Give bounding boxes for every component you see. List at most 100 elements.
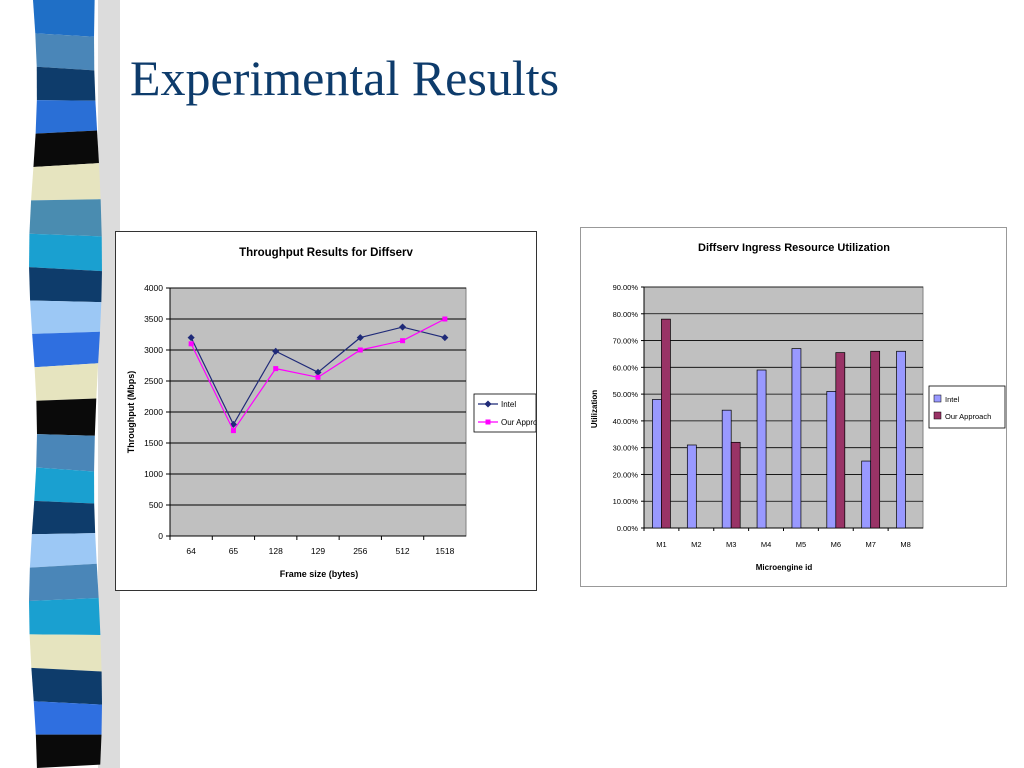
y-tick-label: 30.00% [613,444,639,453]
x-tick-label: 129 [311,546,325,556]
bar-our-approach [870,350,881,529]
bar-intel [826,391,837,529]
x-tick-label: M2 [691,540,701,549]
legend: Intel Our Approach [928,385,1006,429]
bar-intel [756,369,767,529]
y-tick-label: 4000 [144,283,163,293]
y-tick-label: 1500 [144,438,163,448]
y-tick-label: 2500 [144,376,163,386]
data-point-our-approach [442,316,448,322]
stripe-band [35,734,102,768]
x-tick-label: 1518 [435,546,454,556]
y-tick-label: 0 [158,531,163,541]
stripe-band [29,598,101,636]
legend-swatch-intel [933,394,942,403]
y-tick-label: 70.00% [613,337,639,346]
legend-box [473,393,536,433]
y-tick-label: 40.00% [613,417,639,426]
x-axis-title: Frame size (bytes) [280,569,359,579]
data-point-our-approach [315,374,321,380]
x-tick-label: M1 [656,540,666,549]
y-tick-label: 500 [149,500,163,510]
stripe-band [31,163,101,201]
stripe-band [30,300,102,334]
x-tick-label: M7 [865,540,875,549]
x-tick-label: M5 [796,540,806,549]
data-point-our-approach [357,347,363,353]
bar-intel [686,444,697,529]
y-tick-label: 10.00% [613,497,639,506]
bar-our-approach [835,352,846,529]
data-point-our-approach [400,338,406,344]
stripe-band [35,100,98,134]
stripe-band [33,0,95,37]
x-axis-title: Microengine id [756,563,813,572]
stripe-band [31,500,96,535]
legend-label-our-approach: Our Approach [501,418,536,427]
bar-intel [861,460,872,529]
stripe-left-margin [0,0,32,768]
y-tick-label: 80.00% [613,310,639,319]
y-tick-label: 60.00% [613,363,639,372]
chart-title: Diffserv Ingress Resource Utilization [698,242,890,254]
stripe-band [34,363,99,401]
plot-area [643,286,924,529]
data-point-intel [399,323,407,331]
x-tick-label: M6 [831,540,841,549]
x-tick-label: M4 [761,540,771,549]
stripe-band [33,701,102,735]
bar-our-approach [730,441,741,529]
slide-title: Experimental Results [130,50,560,106]
y-tick-label: 3500 [144,314,163,324]
x-tick-label: 64 [186,546,196,556]
y-tick-label: 20.00% [613,470,639,479]
stripe-band [29,199,102,237]
stripe-band [29,563,99,602]
chart-title: Throughput Results for Diffserv [239,247,413,259]
y-tick-label: 2000 [144,407,163,417]
bar-intel [721,409,732,529]
legend-label-intel: Intel [501,400,516,409]
y-axis-title: Utilization [590,390,599,428]
data-point-intel [441,334,449,342]
legend: Intel Our Approach [473,393,536,433]
decorative-color-stripe [0,0,120,768]
stripe-band [29,267,102,303]
y-tick-label: 90.00% [613,283,639,292]
legend-box [928,385,1006,429]
bar-intel [896,350,906,529]
x-tick-label: 65 [229,546,239,556]
y-tick-label: 0.00% [617,524,639,533]
stripe-band [35,33,95,71]
bar-our-approach [661,318,671,529]
data-point-our-approach [230,428,236,434]
bar-intel [652,399,662,529]
y-tick-label: 1000 [144,469,163,479]
data-point-our-approach [188,341,194,347]
x-tick-label: 256 [353,546,367,556]
legend-marker-intel [484,400,492,408]
y-tick-label: 50.00% [613,390,639,399]
x-tick-label: 128 [269,546,283,556]
legend-label-intel: Intel [945,395,960,404]
bar-intel [791,348,802,529]
stripe-band [29,533,97,568]
stripe-band [32,331,100,368]
stripe-band [31,667,102,705]
legend-label-our-approach: Our Approach [945,412,991,421]
utilization-bar-chart: 0.00% 10.00% 20.00% 30.00% 40.00% 50.00% 60.00… [580,227,1007,587]
stripe-band [36,398,97,436]
x-tick-label: M3 [726,540,736,549]
stripe-band [36,66,96,101]
x-tick-label: 512 [395,546,409,556]
throughput-line-chart: 0 500 1000 1500 2000 2500 3000 3500 4000 64 65 128… [115,231,537,591]
stripe-band [29,233,102,272]
x-tick-label: M8 [900,540,910,549]
legend-marker-our-approach [485,419,491,425]
y-tick-label: 3000 [144,345,163,355]
stripe-band [36,434,95,472]
stripe-band [34,467,95,504]
stripe-shadow [98,0,120,768]
stripe-band [33,130,99,167]
data-point-our-approach [273,366,279,372]
